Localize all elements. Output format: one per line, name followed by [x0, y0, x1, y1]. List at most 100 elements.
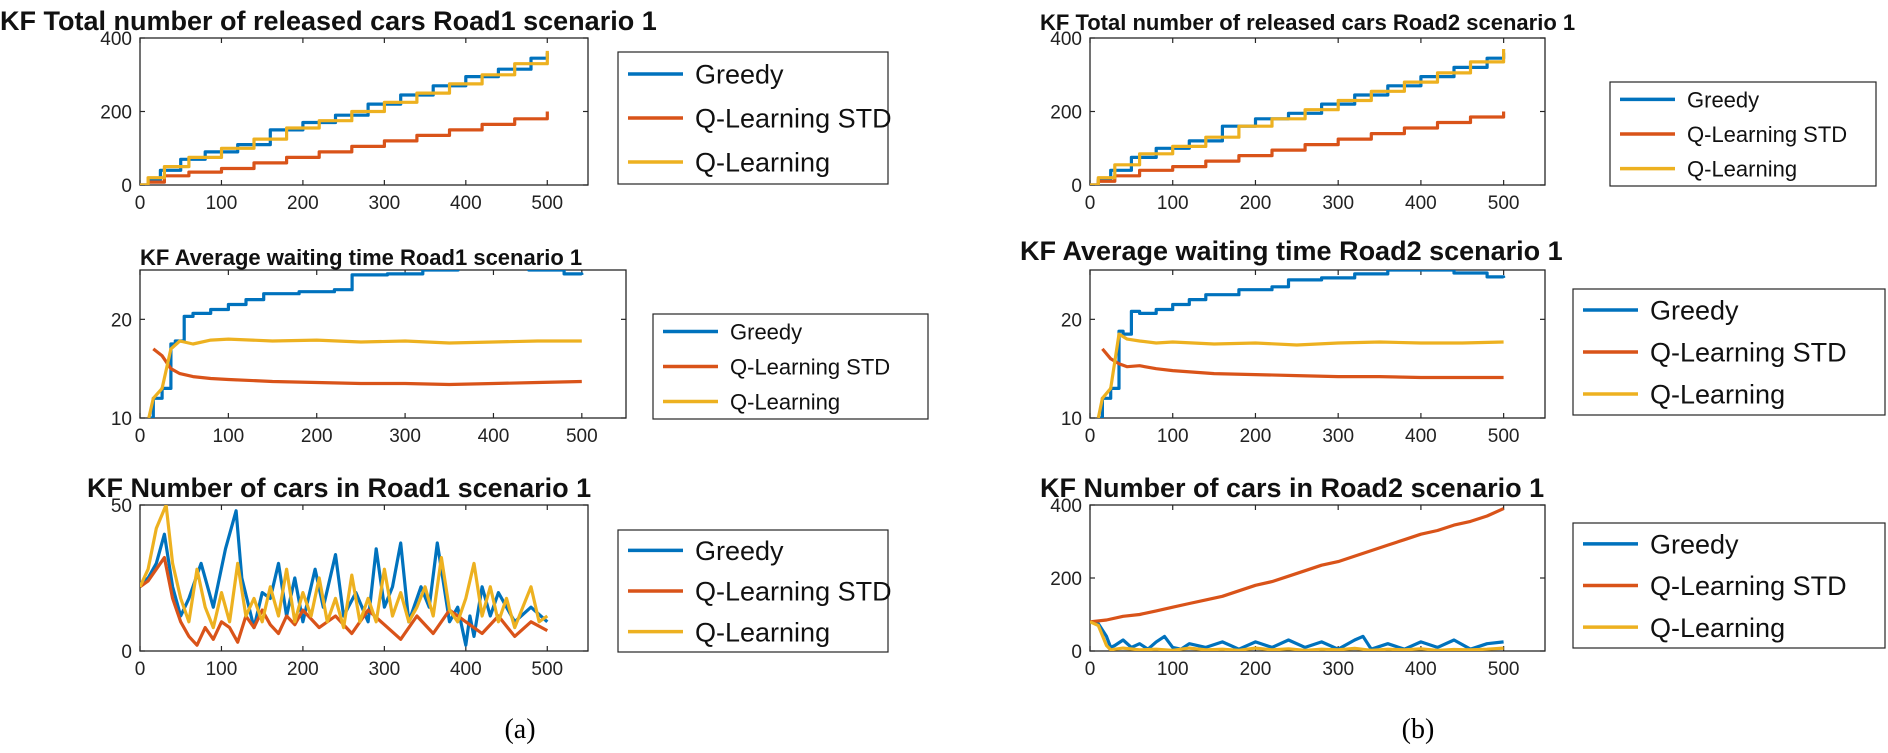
- x-tick-label: 300: [1322, 193, 1354, 214]
- x-tick-label: 200: [1240, 659, 1272, 680]
- legend-label: Q-Learning STD: [1687, 122, 1847, 147]
- x-tick-label: 400: [478, 426, 510, 447]
- legend-label: Q-Learning: [1650, 613, 1785, 643]
- x-tick-label: 200: [301, 426, 333, 447]
- x-tick-label: 400: [450, 193, 482, 214]
- legend-label: Q-Learning STD: [695, 577, 892, 607]
- y-tick-label: 10: [1061, 409, 1082, 430]
- x-tick-label: 200: [287, 659, 319, 680]
- plot-area: [139, 504, 589, 652]
- x-tick-label: 0: [135, 426, 146, 447]
- series-line-greedy: [148, 270, 584, 418]
- chart-title: KF Average waiting time Road2 scenario 1: [1020, 236, 1563, 266]
- x-tick-label: 300: [1322, 659, 1354, 680]
- chart-a1: KF Total number of released cars Road1 s…: [0, 6, 892, 214]
- x-tick-label: 300: [369, 659, 401, 680]
- series-line-greedy: [1090, 620, 1504, 651]
- x-tick-label: 500: [531, 659, 563, 680]
- legend-label: Greedy: [1687, 87, 1759, 112]
- y-tick-label: 400: [1050, 496, 1082, 517]
- y-tick-label: 200: [1050, 569, 1082, 590]
- x-tick-label: 100: [1157, 426, 1189, 447]
- x-tick-label: 100: [213, 426, 245, 447]
- x-tick-label: 0: [135, 193, 146, 214]
- x-tick-label: 500: [1488, 193, 1520, 214]
- legend-label: Q-Learning: [695, 617, 830, 647]
- chart-title: KF Average waiting time Road1 scenario 1: [140, 245, 582, 270]
- y-tick-label: 200: [100, 103, 132, 124]
- x-tick-label: 400: [1405, 659, 1437, 680]
- plot-area: [1089, 504, 1546, 652]
- x-tick-label: 100: [1157, 193, 1189, 214]
- legend-label: Q-Learning: [730, 389, 840, 414]
- legend-label: Greedy: [1650, 296, 1739, 326]
- x-tick-label: 300: [1322, 426, 1354, 447]
- x-tick-label: 500: [1488, 426, 1520, 447]
- legend-label: Q-Learning: [1687, 157, 1797, 182]
- legend-label: Greedy: [730, 319, 802, 344]
- legend-label: Q-Learning STD: [730, 354, 890, 379]
- series-line-q-learning: [1096, 332, 1504, 418]
- x-tick-label: 300: [369, 193, 401, 214]
- x-tick-label: 300: [389, 426, 421, 447]
- plot-area: [1089, 37, 1546, 186]
- x-tick-label: 400: [450, 659, 482, 680]
- y-tick-label: 400: [1050, 29, 1082, 50]
- y-tick-label: 200: [1050, 103, 1082, 124]
- legend-label: Greedy: [1650, 530, 1739, 560]
- legend-label: Greedy: [695, 60, 784, 90]
- series-line-q-learning: [147, 337, 582, 418]
- chart-b3: KF Number of cars in Road2 scenario 1 0 10…: [1040, 473, 1886, 680]
- chart-title: KF Number of cars in Road1 scenario 1: [87, 473, 591, 503]
- y-tick-label: 0: [1071, 642, 1082, 663]
- legend-label: Q-Learning STD: [1650, 571, 1847, 601]
- x-tick-label: 100: [206, 659, 238, 680]
- y-tick-label: 0: [121, 176, 132, 197]
- x-tick-label: 200: [1240, 426, 1272, 447]
- y-tick-label: 0: [121, 642, 132, 663]
- series-line-q-learning-std: [1101, 347, 1504, 380]
- chart-a3: KF Number of cars in Road1 scenario 1 0 10…: [87, 473, 892, 680]
- plot-area: [1089, 269, 1546, 419]
- chart-title: KF Total number of released cars Road2 s…: [1040, 10, 1575, 35]
- series-line-greedy: [1098, 270, 1506, 418]
- legend-label: Greedy: [695, 536, 784, 566]
- y-tick-label: 400: [100, 29, 132, 50]
- x-tick-label: 500: [531, 193, 563, 214]
- series-line-q-learning-std: [140, 111, 549, 185]
- y-tick-label: 10: [111, 409, 132, 430]
- plot-area: [139, 269, 627, 419]
- chart-a2: KF Average waiting time Road1 scenario 1…: [111, 245, 929, 447]
- legend-label: Q-Learning: [1650, 380, 1785, 410]
- x-tick-label: 200: [287, 193, 319, 214]
- series-line-greedy: [140, 52, 549, 185]
- legend-label: Q-Learning: [695, 148, 830, 178]
- x-tick-label: 100: [206, 193, 238, 214]
- x-tick-label: 500: [566, 426, 598, 447]
- series-line-greedy: [140, 509, 549, 647]
- subfigure-caption: (a): [504, 714, 535, 745]
- y-tick-label: 50: [111, 496, 132, 517]
- chart-title: KF Number of cars in Road2 scenario 1: [1040, 473, 1544, 503]
- chart-title: KF Total number of released cars Road1 s…: [0, 6, 657, 36]
- y-tick-label: 0: [1071, 176, 1082, 197]
- y-tick-label: 20: [1061, 310, 1082, 331]
- series-line-q-learning-std: [1090, 507, 1505, 624]
- series-line-q-learning: [1090, 49, 1506, 185]
- chart-b1: KF Total number of released cars Road2 s…: [1040, 10, 1877, 214]
- y-tick-label: 20: [111, 310, 132, 331]
- x-tick-label: 500: [1488, 659, 1520, 680]
- legend-label: Q-Learning STD: [1650, 338, 1847, 368]
- series-line-q-learning-std: [1090, 111, 1506, 185]
- x-tick-label: 0: [1085, 426, 1096, 447]
- series-line-q-learning: [1090, 620, 1504, 651]
- series-line-q-learning: [140, 505, 549, 630]
- x-tick-label: 400: [1405, 193, 1437, 214]
- series-line-q-learning-std: [152, 347, 582, 387]
- legend-label: Q-Learning STD: [695, 104, 892, 134]
- series-line-q-learning: [140, 50, 549, 185]
- subfigure-caption: (b): [1402, 714, 1435, 745]
- x-tick-label: 200: [1240, 193, 1272, 214]
- x-tick-label: 400: [1405, 426, 1437, 447]
